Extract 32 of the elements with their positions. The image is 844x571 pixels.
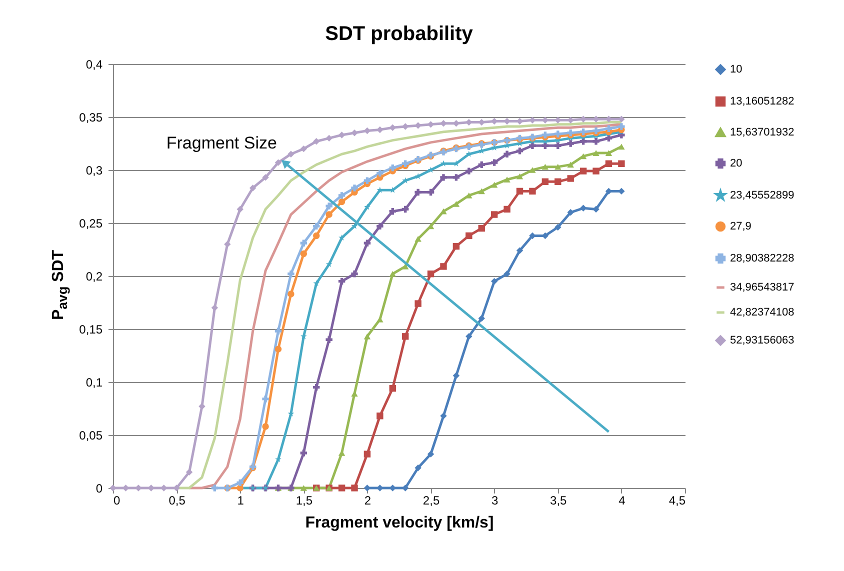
y-tick-label: 0,2 xyxy=(86,270,103,284)
x-tick-label: 0,5 xyxy=(168,494,186,508)
x-tick-label: 4,5 xyxy=(668,494,686,508)
y-tick-label: 0,25 xyxy=(79,216,103,230)
x-tick-label: 1,5 xyxy=(296,494,313,508)
legend-label: 10 xyxy=(730,64,742,76)
x-tick-label: 3,5 xyxy=(550,494,568,508)
y-tick-label: 0,1 xyxy=(86,376,103,390)
legend-label: 23,45552899 xyxy=(730,190,794,202)
x-tick-label: 3 xyxy=(491,494,498,508)
x-tick-label: 2 xyxy=(364,494,372,508)
y-tick-label: 0,3 xyxy=(86,164,103,178)
legend-label: 42,82374108 xyxy=(730,306,794,318)
y-tick-label: 0 xyxy=(96,482,103,496)
legend-label: 28,90382228 xyxy=(730,252,794,264)
y-tick-label: 0,4 xyxy=(86,58,103,72)
legend-label: 20 xyxy=(730,158,742,170)
chart-title: SDT probability xyxy=(325,23,474,45)
x-tick-label: 1 xyxy=(237,494,244,508)
y-tick-label: 0,15 xyxy=(79,322,103,336)
legend-label: 27,9 xyxy=(730,220,752,232)
x-tick-label: 4 xyxy=(618,494,626,508)
x-axis-title: Fragment velocity [km/s] xyxy=(305,514,494,532)
annotation: Fragment Size xyxy=(166,134,277,152)
legend-label: 34,96543817 xyxy=(730,282,794,294)
x-tick-label: 2,5 xyxy=(422,494,440,508)
legend-label: 52,93156063 xyxy=(730,334,794,346)
legend-label: 15,63701932 xyxy=(730,126,794,138)
x-tick-label: 0 xyxy=(114,494,120,508)
y-tick-label: 0,05 xyxy=(79,428,103,442)
legend-label: 13,16051282 xyxy=(730,96,794,108)
y-tick-label: 0,35 xyxy=(79,110,103,124)
